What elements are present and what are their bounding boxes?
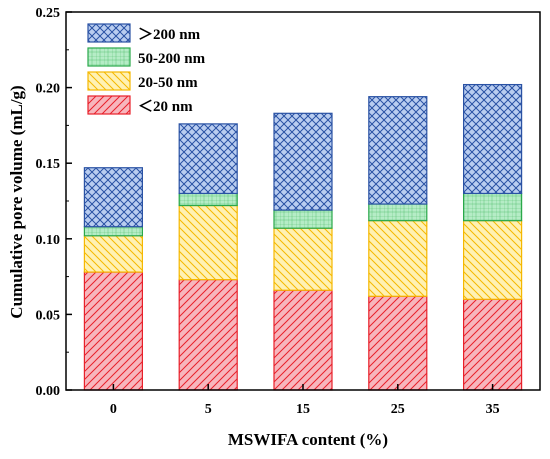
- legend-label: 50-200 nm: [138, 51, 206, 67]
- x-axis-title: MSWIFA content (%): [228, 430, 388, 449]
- bar-segment-4-0: [463, 298, 523, 391]
- legend: ＞200 nm 50-200 nm 20-50 nm ＜20 nm: [87, 23, 206, 115]
- bar-segment-3-2: [368, 203, 428, 222]
- bar-segment-0-3: [83, 167, 144, 228]
- legend-swatch: [87, 23, 131, 43]
- y-tick-label: 0.25: [36, 6, 61, 21]
- x-tick-label: 15: [296, 402, 310, 417]
- bar-segment-2-3: [273, 112, 333, 211]
- y-axis-title: Cumulative pore volume (mL/g): [7, 85, 26, 318]
- bar-segment-0-0: [83, 271, 144, 391]
- bar-segment-0-1: [83, 235, 144, 273]
- bar-segment-2-2: [273, 209, 333, 229]
- bar-segment-1-2: [178, 192, 238, 207]
- legend-swatch: [87, 47, 131, 67]
- bar-segment-3-3: [368, 96, 428, 205]
- bar-segment-1-1: [178, 204, 238, 281]
- legend-swatch: [87, 95, 131, 115]
- bar-segment-4-2: [463, 192, 523, 222]
- x-tick-label: 5: [205, 402, 212, 417]
- bar-segment-1-0: [178, 279, 238, 391]
- x-tick-label: 25: [391, 402, 405, 417]
- y-tick-label: 0.15: [36, 157, 61, 172]
- x-tick-label: 0: [110, 402, 117, 417]
- bar-segment-4-1: [463, 220, 523, 300]
- y-tick-label: 0.05: [36, 308, 61, 323]
- y-tick-label: 0.00: [36, 384, 61, 399]
- bar-segment-3-1: [368, 220, 428, 297]
- bar-segment-2-1: [273, 227, 333, 291]
- bar-segment-0-2: [83, 226, 144, 237]
- legend-label: ＜20 nm: [138, 99, 193, 115]
- bar-segment-4-3: [463, 83, 523, 195]
- x-tick-label: 35: [486, 402, 500, 417]
- y-tick-label: 0.20: [36, 82, 61, 97]
- bar-segment-1-3: [178, 123, 238, 195]
- legend-label: 20-50 nm: [138, 75, 198, 91]
- legend-label: ＞200 nm: [138, 27, 201, 43]
- y-tick-label: 0.10: [36, 233, 61, 248]
- legend-swatch: [87, 71, 131, 91]
- bar-segment-2-0: [273, 289, 333, 391]
- bar-segment-3-0: [368, 295, 428, 391]
